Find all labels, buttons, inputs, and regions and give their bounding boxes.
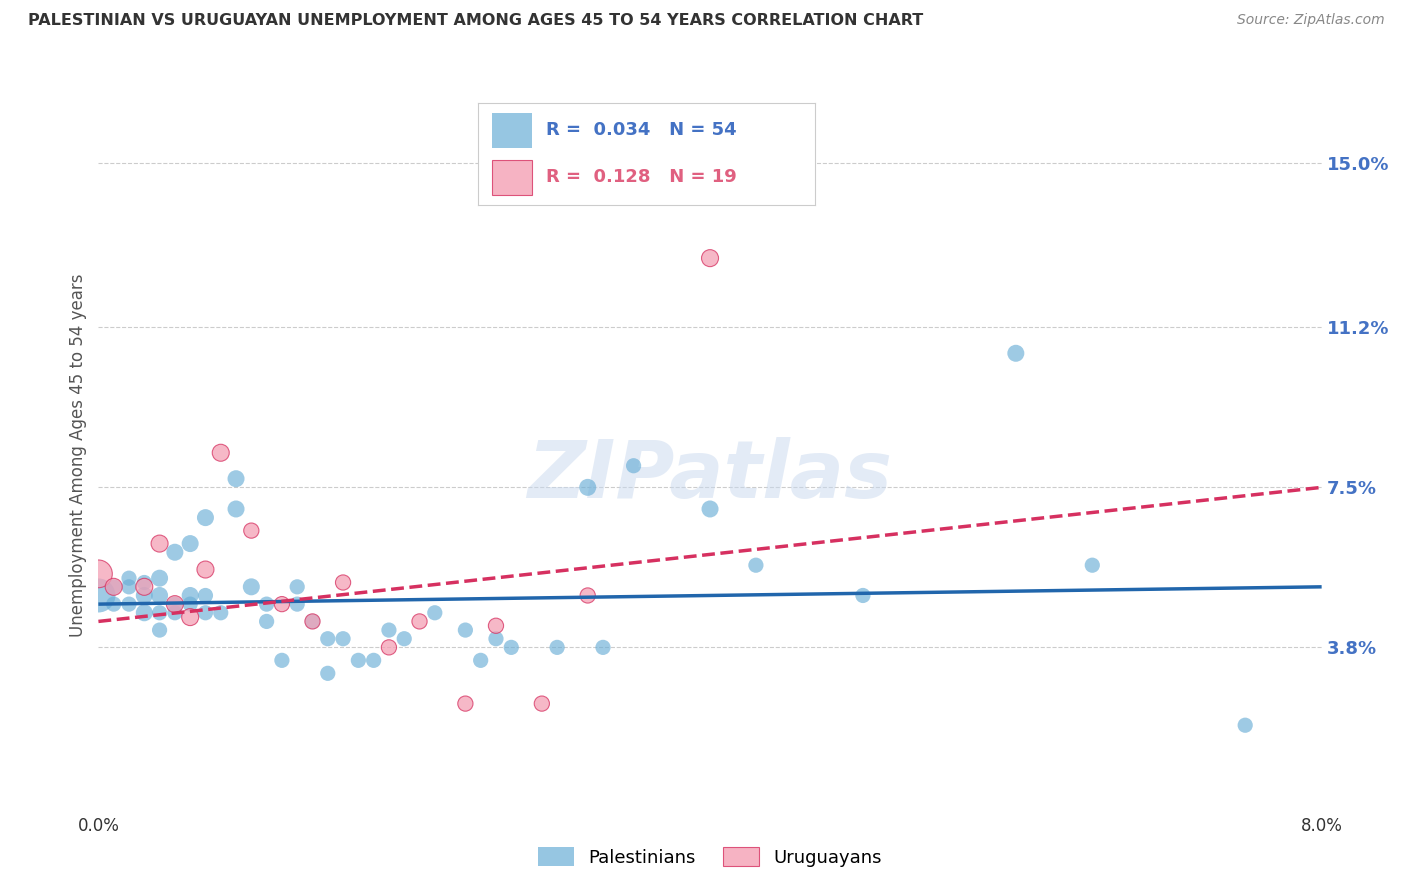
Point [134, 606, 156, 620]
Point [301, 615, 323, 629]
Point [103, 580, 125, 594]
Point [118, 580, 141, 594]
Point [378, 623, 401, 637]
Point [301, 615, 323, 629]
Point [163, 597, 186, 611]
Point [118, 597, 141, 611]
Point [576, 480, 599, 494]
Point [103, 597, 125, 611]
Point [501, 640, 523, 655]
Text: Source: ZipAtlas.com: Source: ZipAtlas.com [1237, 13, 1385, 28]
Point [392, 632, 416, 646]
Point [347, 653, 370, 667]
Point [592, 640, 614, 655]
Text: ZIPatlas: ZIPatlas [527, 437, 893, 516]
Point [485, 619, 508, 633]
Point [378, 640, 401, 655]
Point [194, 606, 217, 620]
Point [179, 536, 201, 550]
Point [163, 545, 186, 559]
Point [623, 458, 645, 473]
Point [134, 589, 156, 603]
Point [852, 589, 875, 603]
Legend: Palestinians, Uruguayans: Palestinians, Uruguayans [531, 840, 889, 874]
Point [423, 606, 446, 620]
Point [149, 606, 172, 620]
Point [134, 580, 156, 594]
Point [485, 632, 508, 646]
FancyBboxPatch shape [492, 112, 531, 148]
Point [285, 597, 308, 611]
Point [576, 589, 599, 603]
Point [454, 623, 477, 637]
Point [118, 571, 141, 585]
Point [225, 502, 247, 516]
Point [225, 472, 247, 486]
Point [149, 571, 172, 585]
Point [87, 589, 110, 603]
Point [745, 558, 768, 573]
Point [454, 697, 477, 711]
Point [270, 653, 294, 667]
Text: R =  0.034   N = 54: R = 0.034 N = 54 [546, 121, 737, 139]
Y-axis label: Unemployment Among Ages 45 to 54 years: Unemployment Among Ages 45 to 54 years [69, 273, 87, 637]
Point [194, 562, 217, 576]
Point [194, 510, 217, 524]
Point [316, 632, 339, 646]
FancyBboxPatch shape [492, 160, 531, 194]
Point [408, 615, 430, 629]
Point [240, 524, 263, 538]
Point [285, 580, 308, 594]
Point [134, 575, 156, 590]
Point [699, 251, 721, 265]
Point [1234, 718, 1257, 732]
Point [1004, 346, 1026, 360]
Point [256, 615, 278, 629]
Point [256, 597, 278, 611]
Point [270, 597, 294, 611]
Point [363, 653, 385, 667]
Point [149, 536, 172, 550]
Point [163, 597, 186, 611]
Point [240, 580, 263, 594]
Point [332, 632, 354, 646]
Point [179, 589, 201, 603]
Point [470, 653, 492, 667]
Text: R =  0.128   N = 19: R = 0.128 N = 19 [546, 169, 737, 186]
Point [699, 502, 721, 516]
Point [209, 446, 232, 460]
Point [87, 566, 110, 581]
Point [1081, 558, 1104, 573]
Point [530, 697, 553, 711]
Point [209, 606, 232, 620]
Point [332, 575, 354, 590]
Point [316, 666, 339, 681]
Point [149, 623, 172, 637]
Text: PALESTINIAN VS URUGUAYAN UNEMPLOYMENT AMONG AGES 45 TO 54 YEARS CORRELATION CHAR: PALESTINIAN VS URUGUAYAN UNEMPLOYMENT AM… [28, 13, 924, 29]
Point [103, 580, 125, 594]
Point [179, 597, 201, 611]
Point [194, 589, 217, 603]
Point [546, 640, 568, 655]
Point [163, 606, 186, 620]
Point [149, 589, 172, 603]
Point [179, 610, 201, 624]
